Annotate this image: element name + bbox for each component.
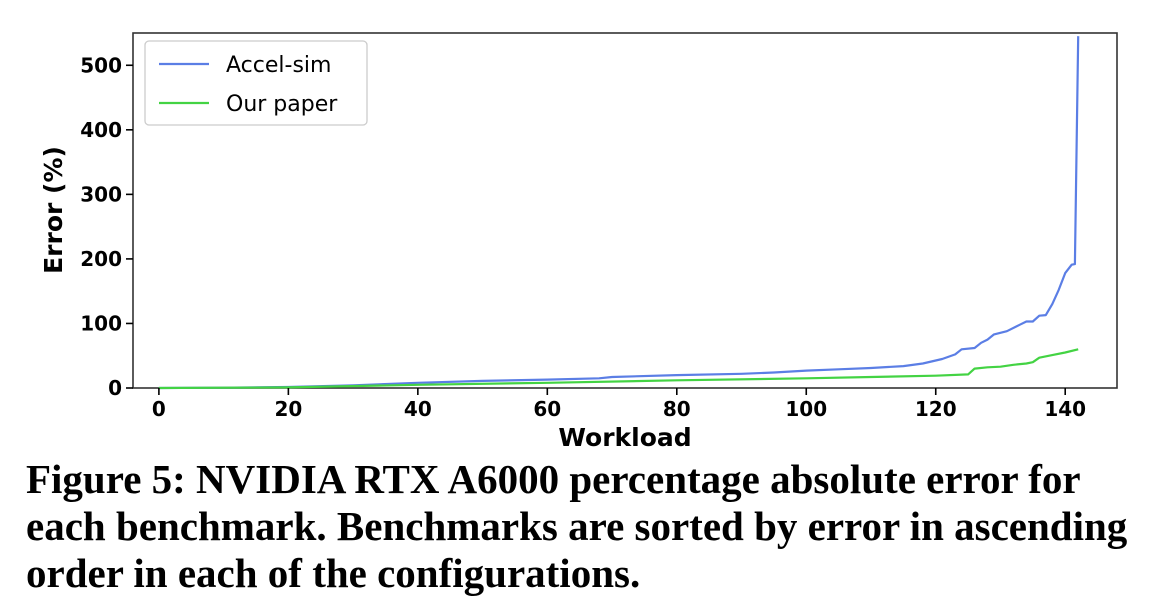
series-line-accel-sim [158,36,1080,390]
x-tick-label: 0 [152,397,166,421]
y-tick-label: 400 [80,118,122,142]
x-tick-label: 120 [915,397,957,421]
x-tick-label: 40 [404,397,432,421]
x-tick-label: 140 [1044,397,1086,421]
y-tick-label: 200 [80,247,122,271]
y-tick-label: 500 [80,53,122,77]
series-layer [158,36,1080,390]
series-line-our-paper [158,348,1079,390]
legend-label-our-paper: Our paper [226,92,338,117]
legend: Accel-sim Our paper [144,40,368,126]
x-tick-label: 60 [533,397,561,421]
x-axis-title: Workload [558,423,691,452]
chart: 0 20 40 60 80 100 120 140 0 100 200 300 400 500 Workl… [39,32,1118,452]
y-axis-title: Error (%) [39,146,68,274]
x-tick-label: 80 [663,397,691,421]
y-tick-label: 100 [80,311,122,335]
y-tick-label: 0 [108,376,122,400]
x-tick-label: 20 [274,397,302,421]
legend-label-accel-sim: Accel-sim [226,53,331,78]
ticks-layer: 0 20 40 60 80 100 120 140 0 100 200 300 400 500 [80,53,1086,421]
figure-caption: Figure 5: NVIDIA RTX A6000 percentage ab… [26,456,1128,596]
y-tick-label: 300 [80,182,122,206]
x-tick-label: 100 [785,397,827,421]
